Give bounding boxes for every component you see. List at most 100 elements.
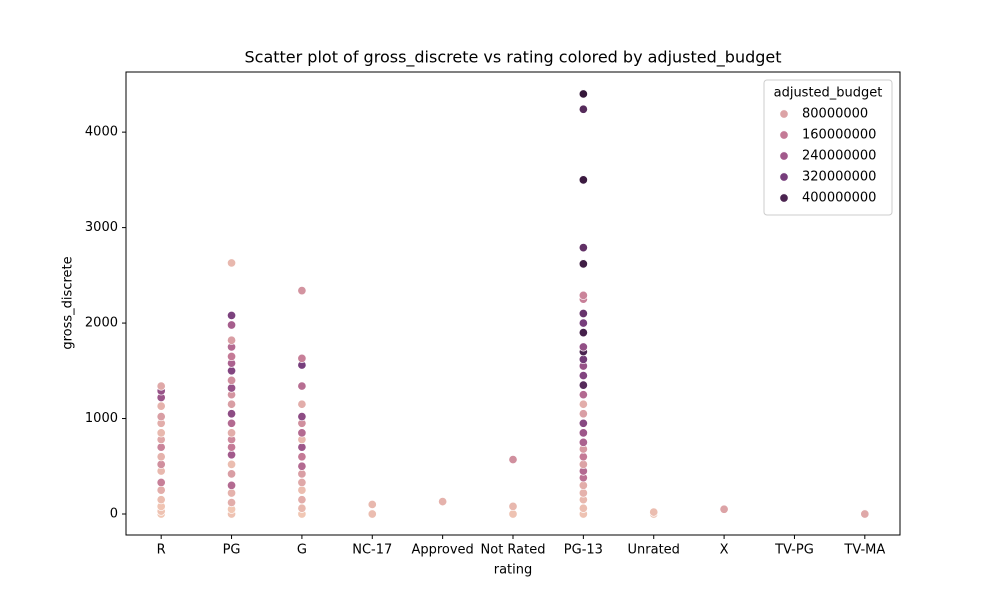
point bbox=[578, 354, 588, 364]
point bbox=[226, 488, 237, 498]
point bbox=[297, 286, 307, 296]
point bbox=[649, 507, 659, 517]
point bbox=[226, 310, 237, 320]
chart-title: Scatter plot of gross_discrete vs rating… bbox=[244, 48, 781, 68]
point bbox=[578, 459, 588, 469]
point bbox=[297, 495, 307, 505]
point bbox=[226, 383, 237, 393]
point bbox=[719, 504, 729, 514]
point bbox=[156, 452, 166, 462]
point bbox=[367, 499, 377, 510]
point bbox=[226, 258, 237, 268]
point bbox=[297, 477, 307, 488]
point bbox=[226, 428, 237, 438]
point bbox=[578, 318, 588, 328]
point bbox=[578, 308, 588, 319]
point bbox=[297, 353, 307, 363]
point bbox=[226, 375, 237, 385]
point bbox=[578, 503, 588, 513]
point bbox=[226, 399, 237, 409]
point bbox=[156, 485, 166, 495]
y-tick-label: 4000 bbox=[85, 125, 118, 140]
point bbox=[156, 495, 166, 505]
point bbox=[297, 428, 307, 438]
point bbox=[156, 442, 166, 452]
point bbox=[578, 175, 588, 185]
legend-marker bbox=[779, 172, 789, 182]
y-axis-label: gross_discrete bbox=[61, 256, 76, 349]
point bbox=[578, 243, 588, 253]
point bbox=[226, 409, 237, 419]
point bbox=[226, 450, 237, 460]
point bbox=[226, 366, 237, 376]
legend-marker bbox=[779, 193, 789, 203]
x-tick-label: G bbox=[297, 543, 307, 558]
point bbox=[578, 437, 588, 447]
point bbox=[578, 328, 588, 338]
legend-label: 400000000 bbox=[802, 191, 876, 206]
point bbox=[226, 351, 237, 362]
x-tick-label: R bbox=[157, 543, 166, 558]
point bbox=[578, 89, 588, 99]
legend-label: 160000000 bbox=[802, 128, 876, 143]
legend-marker bbox=[779, 151, 789, 161]
y-tick-label: 2000 bbox=[85, 316, 118, 331]
point bbox=[578, 399, 588, 409]
point bbox=[226, 469, 237, 479]
point bbox=[297, 469, 307, 479]
point bbox=[578, 480, 588, 490]
x-tick-label: PG-13 bbox=[564, 543, 603, 558]
legend-marker bbox=[779, 130, 789, 140]
point bbox=[297, 485, 307, 495]
point bbox=[297, 452, 307, 462]
point bbox=[226, 335, 237, 345]
point bbox=[578, 428, 588, 438]
y-tick-label: 0 bbox=[110, 506, 118, 521]
point bbox=[297, 503, 307, 513]
x-tick-label: TV-MA bbox=[843, 543, 885, 558]
legend-box bbox=[763, 79, 893, 216]
point bbox=[156, 459, 166, 469]
point bbox=[226, 497, 237, 508]
y-tick-label: 1000 bbox=[85, 411, 118, 426]
point bbox=[578, 488, 588, 498]
point bbox=[578, 104, 588, 114]
y-tick-label: 3000 bbox=[85, 220, 118, 235]
point bbox=[578, 290, 588, 300]
legend-label: 240000000 bbox=[802, 149, 876, 164]
point bbox=[226, 459, 237, 469]
point bbox=[297, 412, 307, 422]
point bbox=[156, 477, 166, 488]
point bbox=[578, 390, 588, 400]
point bbox=[508, 501, 518, 511]
legend-label: 320000000 bbox=[802, 170, 876, 185]
x-tick-label: Approved bbox=[411, 543, 473, 558]
point bbox=[156, 412, 166, 422]
point bbox=[156, 401, 166, 411]
plot-frame bbox=[125, 71, 901, 536]
x-tick-label: TV-PG bbox=[774, 543, 814, 558]
legend-marker bbox=[779, 109, 789, 119]
point bbox=[860, 509, 870, 519]
point bbox=[297, 442, 307, 452]
x-tick-label: PG bbox=[223, 543, 241, 558]
point bbox=[438, 497, 448, 507]
point bbox=[578, 409, 588, 419]
point bbox=[297, 399, 307, 409]
point bbox=[578, 418, 588, 428]
point bbox=[578, 452, 588, 462]
x-tick-label: Unrated bbox=[628, 543, 680, 558]
point bbox=[367, 509, 377, 519]
point bbox=[578, 380, 588, 390]
point bbox=[226, 442, 237, 452]
point bbox=[156, 428, 166, 438]
point bbox=[226, 418, 237, 428]
legend-label: 80000000 bbox=[802, 107, 868, 122]
point bbox=[297, 461, 307, 471]
point bbox=[226, 320, 237, 330]
point bbox=[297, 381, 307, 391]
x-tick-label: Not Rated bbox=[481, 543, 546, 558]
point bbox=[156, 381, 166, 391]
x-axis-label: rating bbox=[494, 563, 533, 578]
point bbox=[226, 480, 237, 490]
